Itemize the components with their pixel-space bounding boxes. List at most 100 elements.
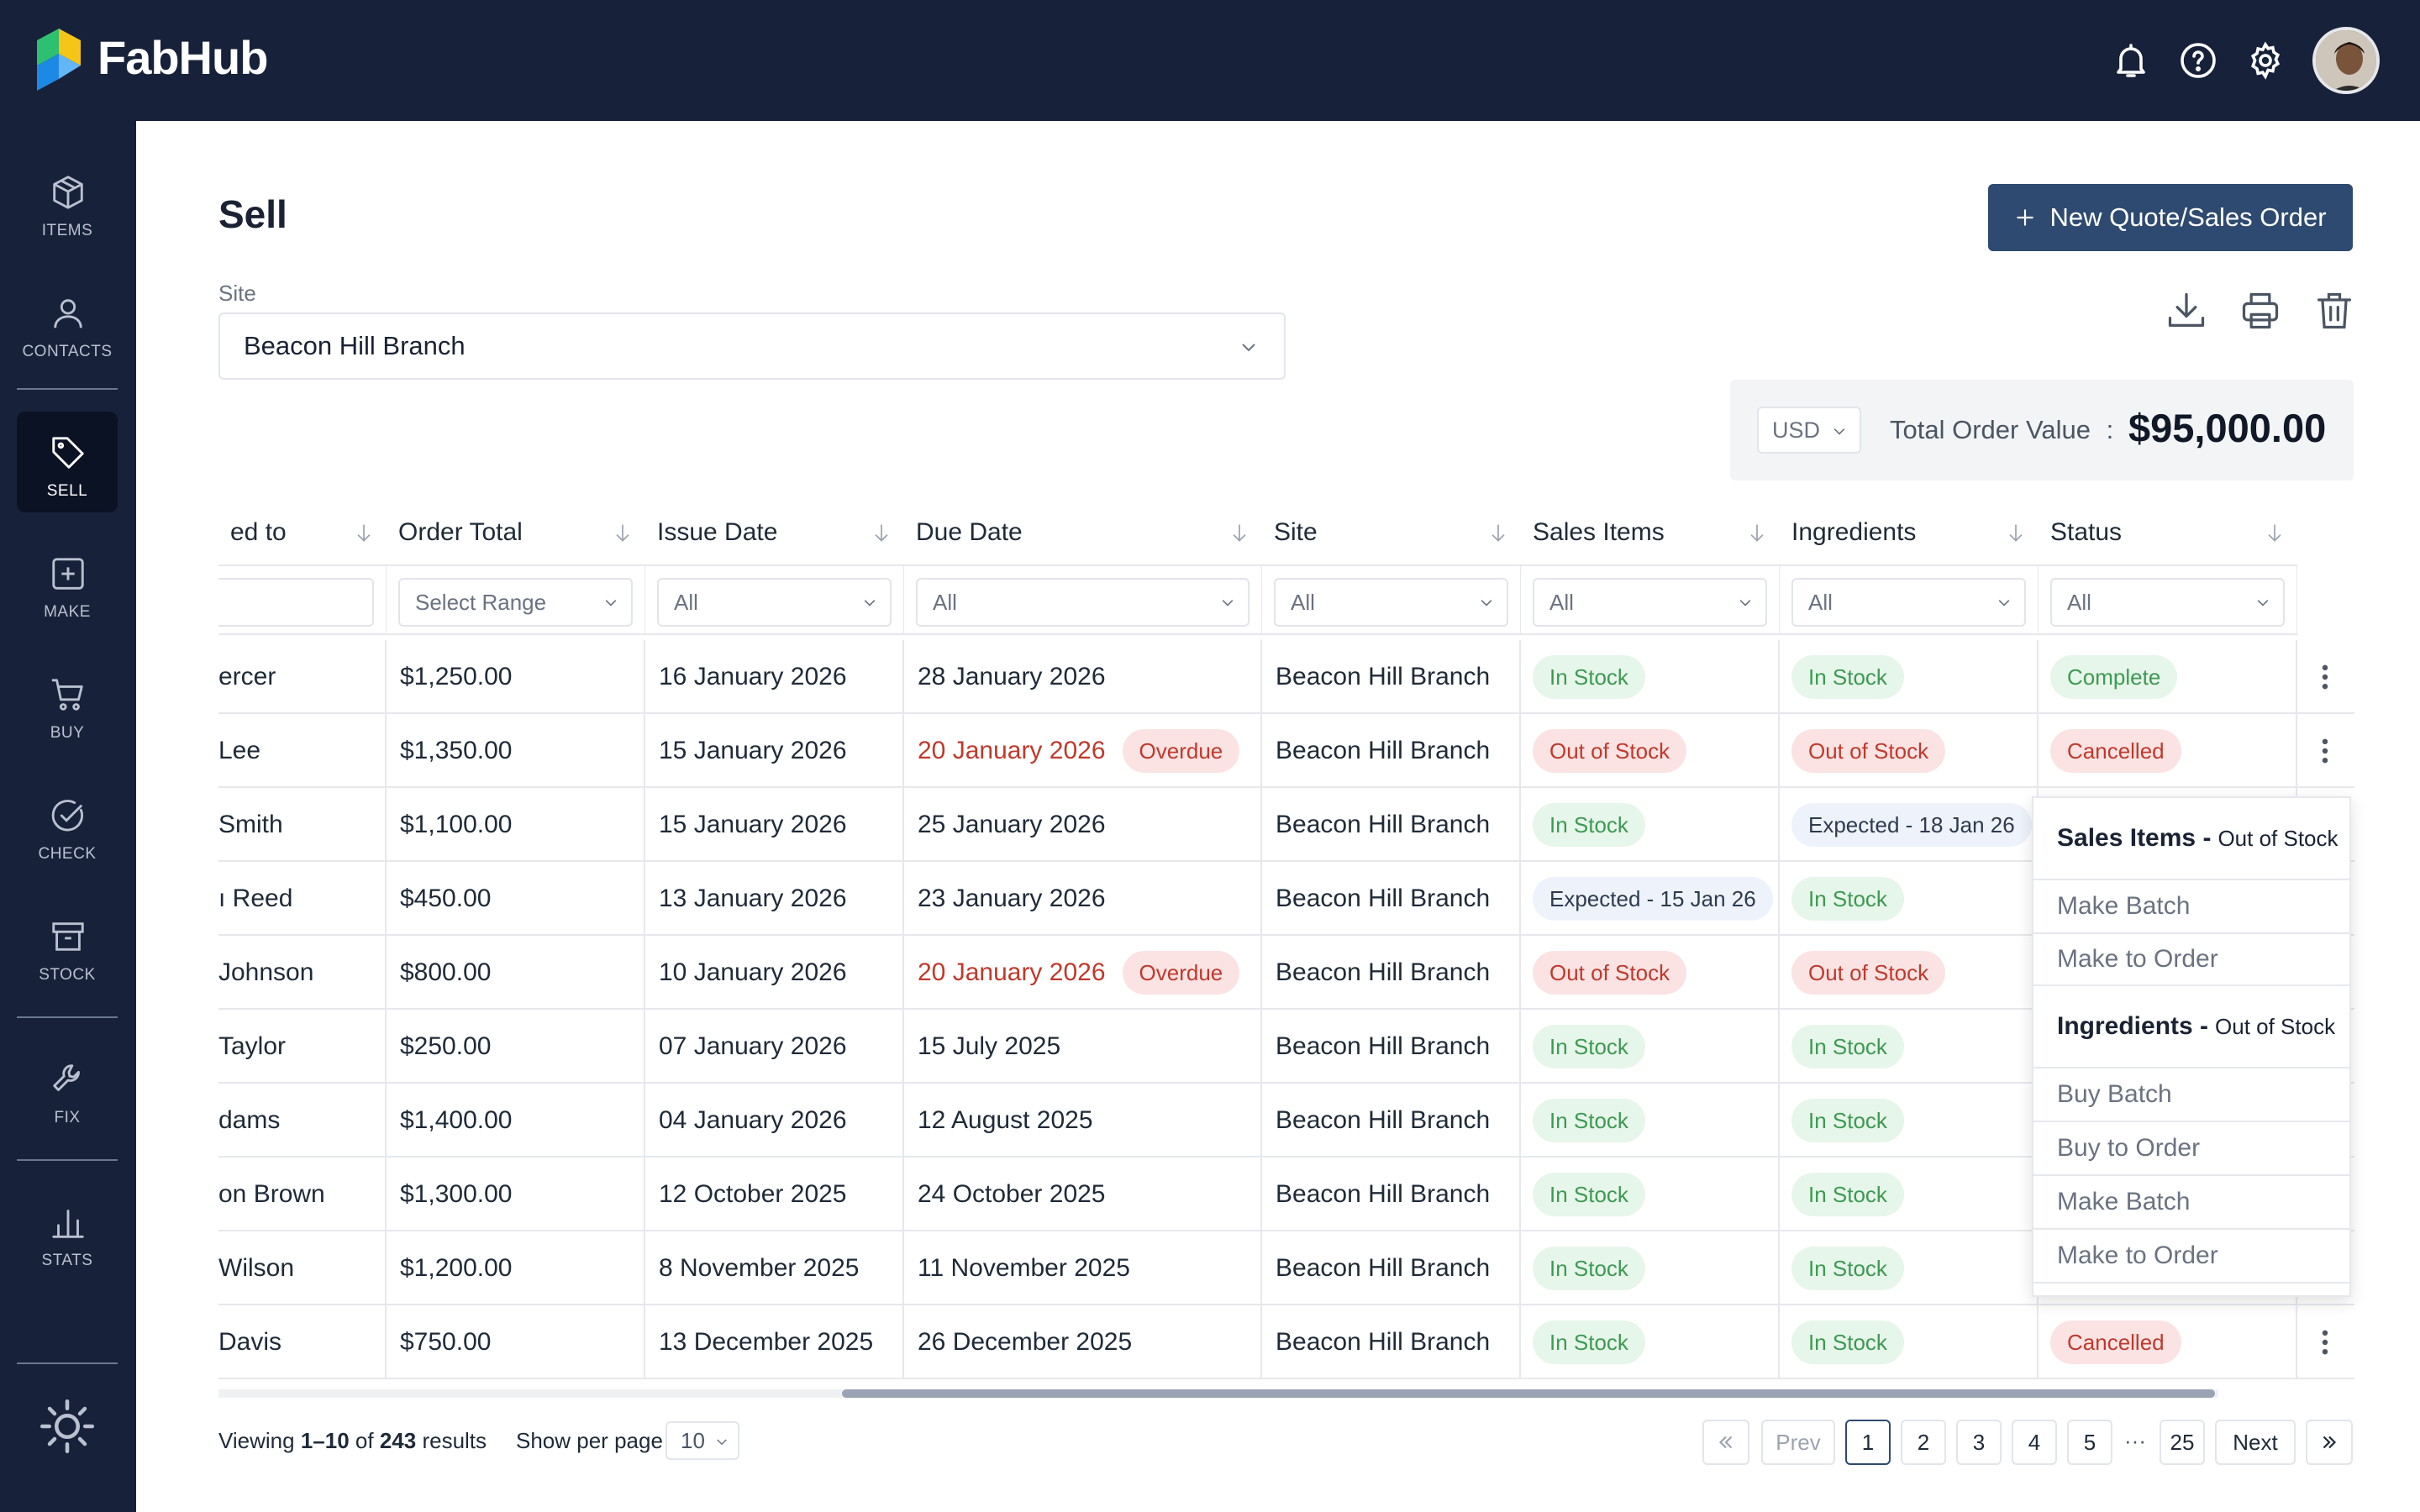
sidebar-item-sell[interactable]: SELL — [17, 412, 118, 512]
trash-icon[interactable] — [2312, 289, 2356, 333]
cube-icon — [53, 176, 83, 209]
new-quote-button[interactable]: New Quote/Sales Order — [1988, 184, 2353, 251]
table-row[interactable]: Wilson $1,200.00 8 November 2025 11 Novembe… — [218, 1231, 2354, 1305]
table-row[interactable]: ı Reed $450.00 13 January 2026 23 January 2… — [218, 862, 2354, 936]
kebab-menu-icon[interactable] — [2321, 1329, 2329, 1356]
table-row[interactable]: Lee $1,350.00 15 January 2026 20 January 20… — [218, 714, 2354, 788]
sales-items-badge: In Stock — [1533, 1247, 1645, 1290]
page-button-last[interactable]: 25 — [2160, 1420, 2205, 1465]
column-header-order-total[interactable]: Order Total — [387, 507, 645, 558]
first-page-button[interactable] — [1702, 1420, 1749, 1465]
brand-name: FabHub — [97, 31, 268, 84]
page-button-4[interactable]: 4 — [2012, 1420, 2057, 1465]
sun-icon[interactable] — [39, 1398, 96, 1455]
menu-item-buy-batch[interactable]: Buy Batch — [2033, 1068, 2349, 1122]
results-of: of — [355, 1428, 374, 1453]
kebab-menu-icon[interactable] — [2321, 738, 2329, 764]
due-date-value: 23 January 2026 — [918, 885, 1106, 912]
sales-items-badge: In Stock — [1533, 803, 1645, 847]
archive-icon — [52, 922, 84, 951]
table-row[interactable]: Davis $750.00 13 December 2025 26 December … — [218, 1305, 2354, 1379]
sidebar-item-buy[interactable]: BUY — [17, 654, 118, 753]
page-button-2[interactable]: 2 — [1901, 1420, 1946, 1465]
sidebar-item-contacts[interactable]: CONTACTS — [17, 272, 118, 371]
menu-item-buy-to-order[interactable]: Buy to Order — [2033, 1122, 2349, 1176]
sidebar-item-make[interactable]: MAKE — [17, 533, 118, 632]
page-button-1[interactable]: 1 — [1845, 1420, 1891, 1465]
filter-status-select[interactable]: All — [2050, 578, 2285, 627]
sidebar-item-fix[interactable]: FIX — [17, 1038, 118, 1137]
chevron-down-icon — [1242, 344, 1255, 352]
table-row[interactable]: on Brown $1,300.00 12 October 2025 24 Octob… — [218, 1158, 2354, 1231]
menu-item-make-to-order[interactable]: Make to Order — [2033, 934, 2349, 986]
site-cell: Beacon Hill Branch — [1262, 1010, 1521, 1084]
sort-arrow-icon[interactable] — [1228, 522, 1250, 544]
help-icon[interactable] — [2178, 40, 2218, 81]
sidebar-item-items[interactable]: ITEMS — [17, 151, 118, 250]
sort-arrow-icon[interactable] — [871, 522, 892, 544]
filter-issue-date-select[interactable]: All — [657, 578, 892, 627]
ingredients-badge: In Stock — [1791, 1247, 1904, 1290]
currency-select[interactable]: USD — [1757, 407, 1861, 454]
column-header-due-date[interactable]: Due Date — [904, 507, 1262, 558]
page-button-5[interactable]: 5 — [2067, 1420, 2112, 1465]
sales-items-badge: In Stock — [1533, 1025, 1645, 1068]
site-select[interactable]: Beacon Hill Branch — [218, 312, 1286, 380]
horizontal-scrollbar[interactable] — [842, 1389, 2215, 1398]
ingredients-cell: In Stock — [1780, 1084, 2039, 1158]
download-icon[interactable] — [2165, 289, 2208, 333]
filter-sales-items-select[interactable]: All — [1533, 578, 1767, 627]
table-row[interactable]: ercer $1,250.00 16 January 2026 28 January … — [218, 640, 2354, 714]
print-icon[interactable] — [2238, 289, 2282, 333]
sort-arrow-icon[interactable] — [2264, 522, 2286, 544]
column-header-sales-items[interactable]: Sales Items — [1521, 507, 1780, 558]
avatar[interactable] — [2312, 27, 2380, 94]
table-row[interactable]: Taylor $250.00 07 January 2026 15 July 2025… — [218, 1010, 2354, 1084]
menu-item-make-batch[interactable]: Make Batch — [2033, 1176, 2349, 1230]
sales-items-badge: In Stock — [1533, 1099, 1645, 1142]
sidebar-item-stats[interactable]: STATS — [17, 1181, 118, 1280]
column-header-status[interactable]: Status — [2039, 507, 2297, 558]
filter-ingredients-select[interactable]: All — [1791, 578, 2026, 627]
filter-due-date-select[interactable]: All — [916, 578, 1249, 627]
page-button-3[interactable]: 3 — [1956, 1420, 2002, 1465]
table-row[interactable]: Johnson $800.00 10 January 2026 20 January … — [218, 936, 2354, 1010]
filter-site-select[interactable]: All — [1274, 578, 1508, 627]
gear-icon[interactable] — [2245, 40, 2286, 81]
column-header-label: Ingredients — [1791, 518, 1917, 546]
sidebar-item-stock[interactable]: STOCK — [17, 895, 118, 995]
ingredients-cell: In Stock — [1780, 1158, 2039, 1231]
column-header-site[interactable]: Site — [1262, 507, 1521, 558]
table-row[interactable]: Smith $1,100.00 15 January 2026 25 January … — [218, 788, 2354, 862]
filter-order-total-select[interactable]: Select Range — [398, 578, 633, 627]
sort-arrow-icon[interactable] — [2005, 522, 2027, 544]
column-header-issue-date[interactable]: Issue Date — [645, 507, 904, 558]
filter-cell: All — [904, 564, 1262, 635]
filter-customer-input[interactable] — [218, 578, 374, 627]
sales-items-badge: Out of Stock — [1533, 951, 1687, 995]
column-header-ingredients[interactable]: Ingredients — [1780, 507, 2039, 558]
column-header-customer[interactable]: ed to — [218, 507, 387, 558]
sort-arrow-icon[interactable] — [1487, 522, 1509, 544]
menu-item-make-to-order[interactable]: Make to Order — [2033, 1230, 2349, 1284]
results-suffix: results — [422, 1428, 487, 1453]
bell-icon[interactable] — [2111, 40, 2151, 81]
next-page-button[interactable]: Next — [2215, 1420, 2296, 1465]
orders-table: ed to Order Total Issue Date Due Date Site Sa… — [218, 507, 2354, 1507]
menu-item-make-batch[interactable]: Make Batch — [2033, 880, 2349, 934]
status-cell: Cancelled — [2039, 1305, 2297, 1379]
total-separator: : — [2106, 415, 2114, 444]
sort-arrow-icon[interactable] — [1746, 522, 1768, 544]
sidebar-item-check[interactable]: CHECK — [17, 774, 118, 874]
last-page-button[interactable] — [2306, 1420, 2353, 1465]
per-page-select[interactable]: 10 — [666, 1421, 739, 1460]
pagination-ellipsis: ··· — [2124, 1428, 2146, 1453]
kebab-menu-icon[interactable] — [2321, 664, 2329, 690]
page-title: Sell — [218, 192, 287, 236]
sales-items-cell: In Stock — [1521, 1305, 1780, 1379]
customer-cell: Davis — [218, 1305, 387, 1379]
sort-arrow-icon[interactable] — [612, 522, 634, 544]
issue-date-cell: 12 October 2025 — [645, 1158, 904, 1231]
prev-page-button[interactable]: Prev — [1761, 1420, 1835, 1465]
sort-arrow-icon[interactable] — [353, 522, 375, 544]
